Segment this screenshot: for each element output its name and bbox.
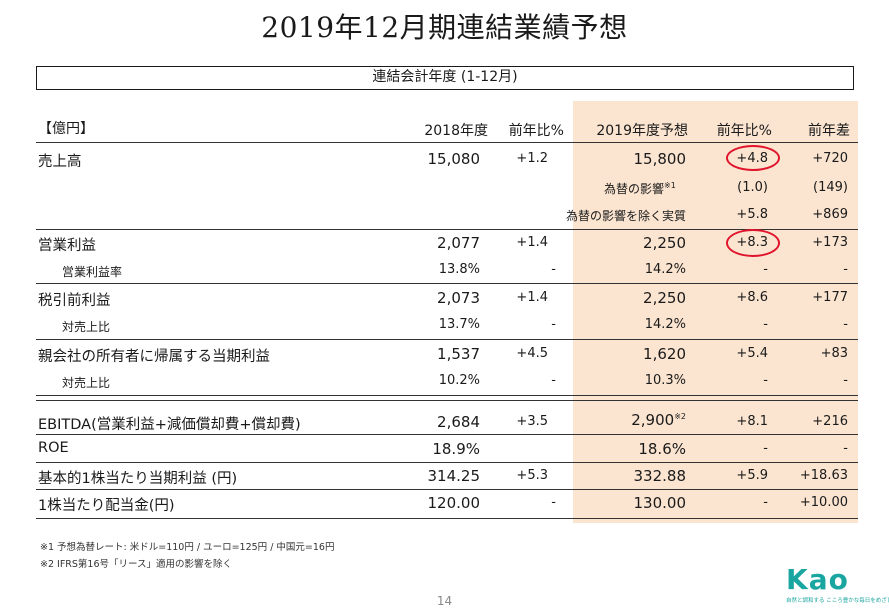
yoy-2018: +1.4	[516, 235, 548, 250]
col-2018: 2018年度	[424, 123, 488, 139]
row-label: 税引前利益	[38, 293, 111, 309]
yoy-2018: +3.5	[516, 414, 548, 429]
yoy-2019: +8.6	[736, 290, 768, 305]
value-2018: 314.25	[427, 467, 481, 485]
yoy-2019: -	[763, 373, 768, 388]
diff-2019: +10.00	[799, 495, 848, 510]
col-diff: 前年差	[808, 123, 850, 139]
value-2019: 14.2%	[644, 317, 686, 332]
yoy-2018: +4.5	[516, 346, 548, 361]
value-2018: 2,073	[437, 289, 480, 307]
diff-2019: +83	[820, 346, 848, 361]
row-divider	[36, 283, 858, 284]
row-label: 営業利益	[38, 238, 96, 254]
value-2019: 2,250	[643, 234, 686, 252]
page-number: 14	[436, 594, 453, 608]
yoy-2019: -	[763, 317, 768, 332]
diff-2019: +18.63	[799, 468, 848, 483]
value-2019: 15,800	[633, 150, 687, 168]
row-label: 基本的1株当たり当期利益 (円)	[38, 471, 238, 487]
header-divider	[36, 142, 858, 143]
value-2018: 120.00	[427, 494, 481, 512]
yoy-2018: -	[551, 495, 556, 510]
diff-2019: -	[843, 373, 848, 388]
yoy-2018: -	[551, 373, 556, 388]
value-2018: 18.9%	[432, 440, 480, 458]
ex-fx-diff: +869	[812, 207, 848, 222]
yoy-2019: -	[763, 262, 768, 277]
col-yoy-2019: 前年比%	[716, 123, 772, 139]
section-divider	[36, 395, 858, 401]
row-label: 営業利益率	[62, 265, 123, 279]
diff-2019: +720	[812, 151, 848, 166]
period-header: 連結会計年度 (1-12月)	[36, 66, 854, 90]
col-2019-forecast: 2019年度予想	[596, 123, 688, 139]
footnote-2: ※2 IFRS第16号「リース」適用の影響を除く	[40, 559, 233, 570]
row-label: ROE	[38, 440, 69, 456]
fx-diff: (149)	[813, 180, 848, 195]
col-yoy-2018: 前年比%	[508, 123, 564, 139]
value-2019: 14.2%	[644, 262, 686, 277]
row-divider	[36, 229, 858, 230]
row-divider	[36, 489, 858, 490]
value-2019: 18.6%	[638, 440, 686, 458]
value-2018: 10.2%	[438, 373, 480, 388]
unit-label: 【億円】	[38, 121, 94, 137]
yoy-2019: -	[763, 495, 768, 510]
value-2019: 130.00	[633, 494, 687, 512]
value-2019: 10.3%	[644, 373, 686, 388]
fx-yoy: (1.0)	[737, 180, 768, 195]
yoy-2018: +1.2	[516, 151, 548, 166]
yoy-2018: -	[551, 262, 556, 277]
page-title: 2019年12月期連結業績予想	[261, 11, 628, 44]
value-2019: 332.88	[633, 467, 687, 485]
diff-2019: +177	[812, 290, 848, 305]
table-bottom-border	[36, 518, 858, 519]
value-2018: 13.8%	[438, 262, 480, 277]
fx-effect-label: 為替の影響※1	[604, 181, 676, 196]
yoy-2019: +5.9	[736, 468, 768, 483]
value-2019: 1,620	[643, 345, 686, 363]
row-label: 売上高	[38, 154, 82, 170]
diff-2019: -	[843, 317, 848, 332]
highlight-circle	[726, 229, 780, 257]
row-divider	[36, 462, 858, 463]
kao-logo: Kao 自然と調和する こころ豊かな毎日をめざして	[786, 563, 889, 605]
value-2018: 2,077	[437, 234, 480, 252]
value-2018: 1,537	[437, 345, 480, 363]
row-label: EBITDA(営業利益+減価償却費+償却費)	[38, 417, 301, 433]
highlight-circle	[726, 145, 780, 171]
value-2018: 15,080	[427, 150, 481, 168]
logo-tagline: 自然と調和する こころ豊かな毎日をめざして	[786, 598, 889, 604]
row-label: 1株当たり配当金(円)	[38, 498, 175, 514]
yoy-2018: +1.4	[516, 290, 548, 305]
row-divider	[36, 339, 858, 340]
value-2019: 2,250	[643, 289, 686, 307]
row-label: 対売上比	[62, 376, 111, 390]
yoy-2019: +5.4	[736, 346, 768, 361]
value-2019: 2,900※2	[631, 411, 686, 429]
logo-wordmark: Kao	[786, 563, 849, 596]
yoy-2019: +8.1	[736, 414, 768, 429]
row-label: 対売上比	[62, 320, 111, 334]
row-label: 親会社の所有者に帰属する当期利益	[38, 349, 270, 365]
footnote-1: ※1 予想為替レート: 米ドル=110円 / ユーロ=125円 / 中国元=16…	[40, 542, 335, 553]
row-divider	[36, 434, 858, 435]
diff-2019: -	[843, 262, 848, 277]
yoy-2018: +5.3	[516, 468, 548, 483]
ex-fx-label: 為替の影響を除く実質	[566, 209, 687, 223]
ex-fx-yoy: +5.8	[736, 207, 768, 222]
value-2018: 2,684	[437, 413, 480, 431]
diff-2019: -	[843, 441, 848, 456]
diff-2019: +216	[812, 414, 848, 429]
yoy-2018: -	[551, 317, 556, 332]
value-2018: 13.7%	[438, 317, 480, 332]
yoy-2019: -	[763, 441, 768, 456]
diff-2019: +173	[812, 235, 848, 250]
forecast-column-highlight	[573, 101, 858, 523]
